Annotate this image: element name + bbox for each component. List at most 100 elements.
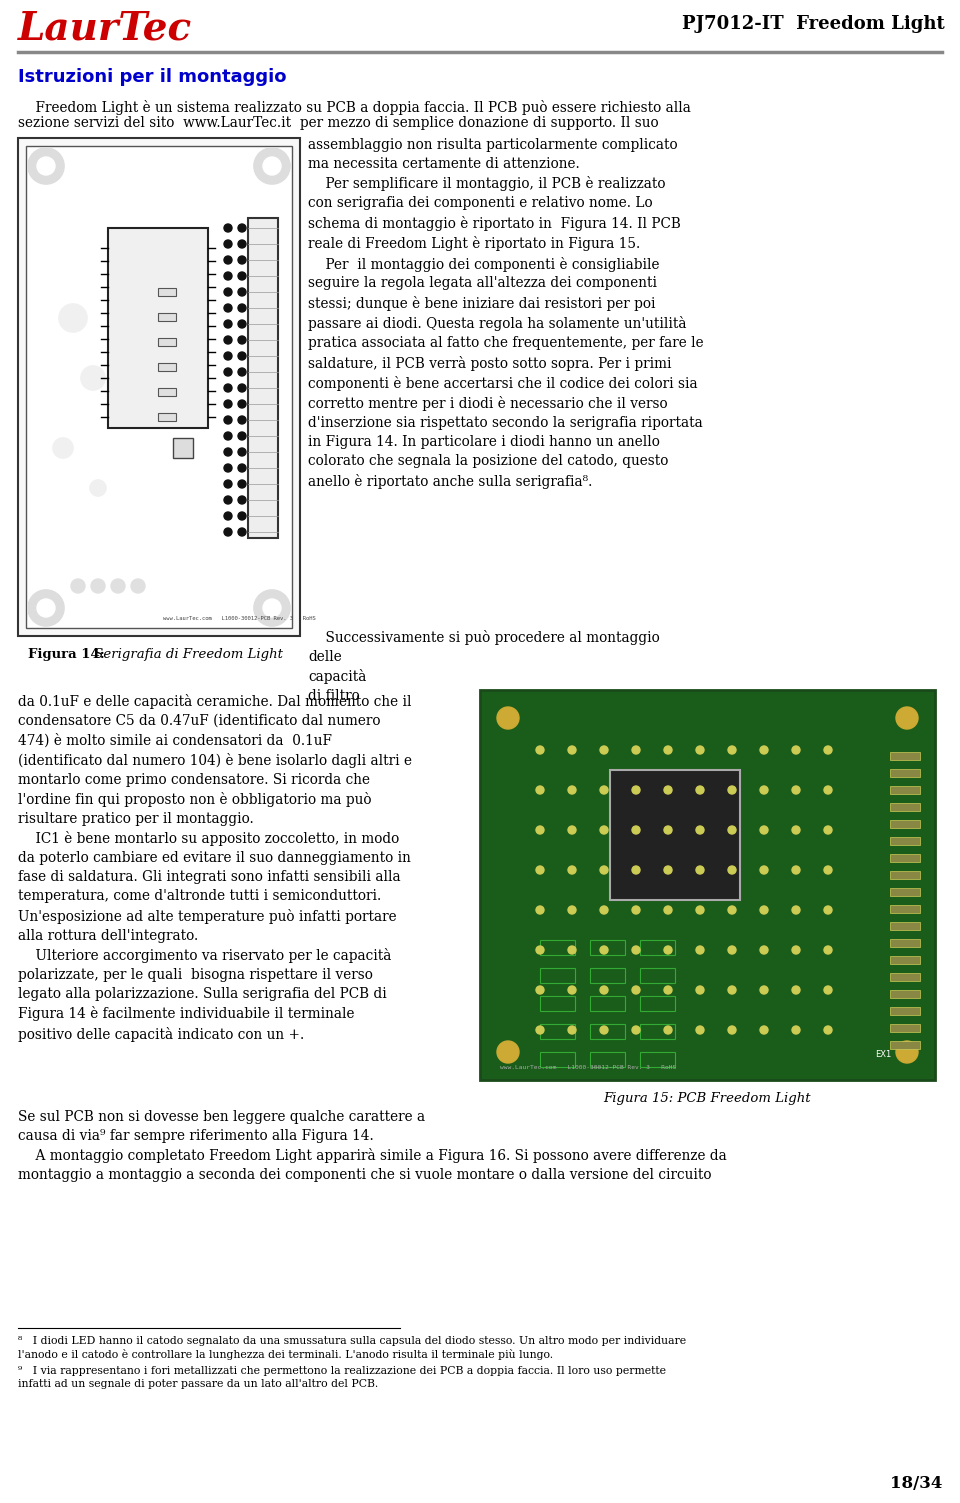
Bar <box>890 888 920 896</box>
Circle shape <box>568 986 576 993</box>
Bar <box>610 770 740 900</box>
Circle shape <box>536 786 544 794</box>
Bar <box>890 786 920 794</box>
Circle shape <box>600 1027 608 1034</box>
Bar <box>890 1024 920 1033</box>
Text: www.LaurTec.com   L1000-30012-PCB Rev. 3   RoHS: www.LaurTec.com L1000-30012-PCB Rev. 3 R… <box>163 616 316 621</box>
Circle shape <box>664 786 672 794</box>
Circle shape <box>664 866 672 875</box>
Circle shape <box>238 352 246 361</box>
Text: LaurTec: LaurTec <box>18 11 192 48</box>
Circle shape <box>111 579 125 594</box>
Bar <box>890 939 920 947</box>
Circle shape <box>224 368 232 376</box>
Circle shape <box>824 906 832 914</box>
Circle shape <box>792 745 800 755</box>
Circle shape <box>664 827 672 834</box>
Bar <box>640 1024 675 1039</box>
Text: assemblaggio non risulta particolarmente complicato
ma necessita certamente di a: assemblaggio non risulta particolarmente… <box>308 138 704 488</box>
Circle shape <box>824 945 832 954</box>
Circle shape <box>224 224 232 231</box>
Text: www.LaurTec.com   L1000-30012-PCB Rev. 3   RoHS: www.LaurTec.com L1000-30012-PCB Rev. 3 R… <box>500 1066 676 1070</box>
Bar <box>248 218 278 538</box>
Circle shape <box>792 945 800 954</box>
Circle shape <box>792 866 800 875</box>
Text: Figura 14:: Figura 14: <box>28 648 105 661</box>
Bar <box>158 313 176 322</box>
Circle shape <box>53 437 73 458</box>
Circle shape <box>664 945 672 954</box>
Circle shape <box>254 591 290 627</box>
Circle shape <box>792 827 800 834</box>
Circle shape <box>28 147 64 183</box>
Circle shape <box>885 696 929 739</box>
Circle shape <box>71 579 85 594</box>
Circle shape <box>696 786 704 794</box>
Text: 18/34: 18/34 <box>890 1474 942 1492</box>
Circle shape <box>486 1030 530 1075</box>
Circle shape <box>896 1042 918 1063</box>
Circle shape <box>224 431 232 440</box>
Circle shape <box>885 1030 929 1075</box>
Circle shape <box>728 745 736 755</box>
Circle shape <box>238 240 246 248</box>
Circle shape <box>238 448 246 455</box>
Circle shape <box>760 945 768 954</box>
Circle shape <box>600 906 608 914</box>
Circle shape <box>824 827 832 834</box>
Bar <box>890 921 920 930</box>
Circle shape <box>792 786 800 794</box>
Bar <box>158 364 176 371</box>
Circle shape <box>90 479 106 496</box>
Circle shape <box>91 579 105 594</box>
Bar <box>590 939 625 954</box>
Bar <box>540 968 575 983</box>
Circle shape <box>224 337 232 344</box>
Circle shape <box>238 272 246 280</box>
Circle shape <box>632 827 640 834</box>
Circle shape <box>28 591 64 627</box>
Bar <box>540 939 575 954</box>
Text: EX1: EX1 <box>875 1051 891 1060</box>
Circle shape <box>263 156 281 174</box>
Circle shape <box>224 528 232 537</box>
Circle shape <box>568 745 576 755</box>
Bar <box>158 289 176 296</box>
Circle shape <box>896 706 918 729</box>
Text: infatti ad un segnale di poter passare da un lato all'altro del PCB.: infatti ad un segnale di poter passare d… <box>18 1378 378 1389</box>
Circle shape <box>238 224 246 231</box>
Circle shape <box>600 945 608 954</box>
Circle shape <box>81 367 105 389</box>
Bar <box>890 956 920 963</box>
Circle shape <box>664 986 672 993</box>
Circle shape <box>486 696 530 739</box>
Text: Serigrafia di Freedom Light: Serigrafia di Freedom Light <box>90 648 283 661</box>
Bar <box>590 968 625 983</box>
Circle shape <box>37 156 55 174</box>
Circle shape <box>696 745 704 755</box>
Circle shape <box>536 745 544 755</box>
Text: Freedom Light è un sistema realizzato su PCB a doppia faccia. Il PCB può essere : Freedom Light è un sistema realizzato su… <box>18 101 691 116</box>
Circle shape <box>238 513 246 520</box>
Bar <box>18 138 300 636</box>
Circle shape <box>600 866 608 875</box>
Circle shape <box>664 1027 672 1034</box>
Text: l'anodo e il catodo è controllare la lunghezza dei terminali. L'anodo risulta il: l'anodo e il catodo è controllare la lun… <box>18 1350 553 1360</box>
Circle shape <box>760 986 768 993</box>
Circle shape <box>238 416 246 424</box>
Circle shape <box>224 289 232 296</box>
Circle shape <box>632 745 640 755</box>
Circle shape <box>536 945 544 954</box>
Circle shape <box>760 1027 768 1034</box>
Circle shape <box>728 1027 736 1034</box>
Circle shape <box>224 479 232 488</box>
Circle shape <box>238 383 246 392</box>
Bar <box>890 905 920 912</box>
Circle shape <box>728 827 736 834</box>
Circle shape <box>568 906 576 914</box>
Circle shape <box>824 786 832 794</box>
Bar <box>640 968 675 983</box>
Circle shape <box>59 304 87 332</box>
Circle shape <box>224 400 232 407</box>
Text: sezione servizi del sito  www.LaurTec.it  per mezzo di semplice donazione di sup: sezione servizi del sito www.LaurTec.it … <box>18 116 659 129</box>
